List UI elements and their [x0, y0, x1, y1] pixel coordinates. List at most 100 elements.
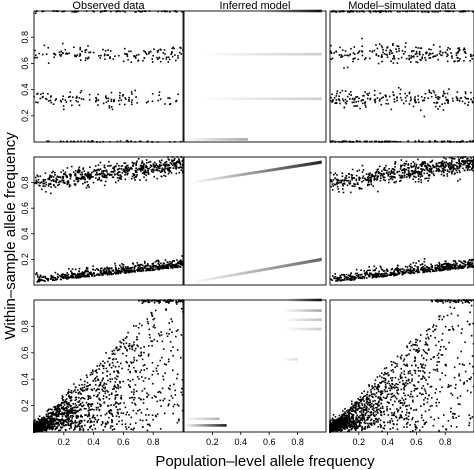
data-point — [470, 157, 472, 159]
data-point — [437, 168, 439, 171]
data-point — [131, 269, 133, 271]
data-point — [80, 177, 83, 180]
data-point — [392, 43, 394, 45]
data-point — [353, 277, 356, 280]
data-point — [73, 383, 75, 385]
data-point — [56, 410, 58, 413]
data-point — [126, 53, 129, 56]
model-band — [198, 52, 322, 56]
data-point — [175, 303, 178, 305]
data-point — [350, 272, 352, 274]
data-point — [147, 300, 150, 303]
data-point — [435, 170, 438, 172]
data-point — [66, 52, 68, 55]
data-point — [49, 422, 52, 425]
data-point — [426, 266, 428, 268]
data-point — [44, 418, 47, 421]
data-point — [64, 99, 67, 101]
data-point — [68, 267, 70, 270]
data-point — [158, 94, 160, 97]
data-point — [160, 331, 162, 333]
data-point — [68, 402, 70, 404]
data-point — [436, 264, 438, 266]
data-point — [453, 60, 455, 63]
data-point — [54, 423, 57, 425]
data-point — [179, 51, 181, 54]
data-point — [374, 101, 377, 104]
data-point — [71, 392, 73, 394]
data-point — [378, 165, 381, 168]
data-point — [463, 169, 466, 172]
data-point — [134, 384, 137, 386]
data-point — [41, 429, 44, 431]
data-point — [99, 405, 102, 408]
data-point — [456, 99, 459, 101]
data-point — [448, 263, 450, 266]
data-point — [143, 387, 146, 390]
data-point — [89, 373, 92, 376]
data-point — [89, 51, 92, 53]
data-point — [103, 402, 105, 404]
data-point — [165, 164, 167, 167]
data-point — [441, 164, 444, 167]
data-point — [124, 266, 127, 268]
data-point — [124, 171, 126, 173]
data-point — [354, 183, 356, 186]
data-point — [392, 167, 394, 170]
data-point — [69, 404, 71, 406]
data-point — [354, 57, 356, 59]
data-point — [380, 172, 383, 175]
panel-r2-c3 — [329, 156, 474, 286]
data-point — [97, 164, 100, 166]
data-point — [472, 11, 474, 13]
data-point — [62, 179, 65, 182]
data-point — [342, 99, 345, 102]
data-point — [126, 168, 128, 170]
data-point — [453, 266, 456, 269]
data-point — [101, 388, 103, 391]
data-point — [407, 166, 409, 169]
data-point — [82, 429, 85, 432]
data-point — [367, 175, 370, 178]
data-point — [433, 174, 435, 177]
data-point — [92, 371, 94, 373]
data-point — [102, 367, 105, 370]
data-point — [41, 427, 43, 430]
data-point — [74, 428, 76, 430]
data-point — [113, 428, 116, 430]
data-point — [160, 164, 162, 167]
data-point — [99, 11, 102, 13]
data-point — [441, 167, 444, 170]
data-point — [66, 272, 69, 274]
data-point — [164, 299, 166, 302]
data-point — [388, 181, 390, 184]
data-point — [137, 268, 139, 271]
data-point — [456, 91, 459, 93]
data-point — [366, 97, 369, 100]
data-point — [464, 96, 466, 99]
data-point — [104, 422, 107, 425]
data-point — [460, 140, 463, 142]
data-point — [376, 177, 378, 179]
data-point — [70, 415, 72, 417]
data-point — [76, 406, 79, 408]
data-point — [116, 361, 119, 363]
data-point — [47, 178, 49, 180]
data-point — [106, 370, 108, 373]
data-point — [105, 423, 108, 425]
data-point — [375, 267, 378, 270]
data-point — [400, 176, 403, 179]
data-point — [54, 277, 57, 279]
data-point — [346, 54, 348, 57]
data-point — [61, 407, 63, 410]
data-point — [60, 404, 62, 407]
data-point — [62, 396, 64, 398]
data-point — [39, 184, 41, 187]
data-point — [58, 51, 61, 54]
data-point — [91, 273, 93, 276]
data-point — [459, 265, 461, 268]
data-point — [408, 175, 411, 177]
data-point — [420, 266, 423, 269]
data-point — [166, 266, 168, 268]
data-point — [154, 268, 157, 271]
